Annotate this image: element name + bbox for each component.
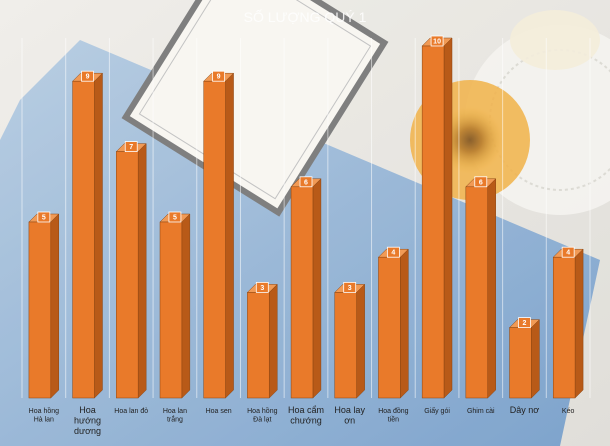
category-label: Dây nơ — [510, 405, 540, 415]
bar-side — [487, 178, 496, 399]
data-label: 7 — [129, 144, 133, 151]
bar-10 — [421, 37, 453, 399]
data-label: 3 — [348, 285, 352, 292]
bar-side — [50, 213, 60, 399]
bar-front — [72, 80, 95, 399]
bar-11 — [465, 178, 497, 399]
gridlines — [21, 38, 591, 398]
bar-side — [181, 213, 191, 399]
data-label-box — [299, 176, 313, 188]
bar-front — [116, 151, 139, 399]
bar-side — [356, 283, 365, 399]
data-label-box — [124, 141, 138, 153]
data-label: 9 — [86, 74, 90, 81]
category-label: Kéo — [562, 408, 575, 415]
bar-front — [247, 292, 270, 399]
bar-4 — [159, 213, 191, 399]
data-label: 3 — [260, 285, 264, 292]
bar-side — [94, 72, 103, 399]
data-label: 4 — [391, 250, 395, 257]
category-label: Hoa cẩm chướng — [288, 405, 324, 426]
bar-side — [268, 283, 278, 399]
category-label: Giấy gói — [424, 406, 450, 415]
bar-front — [203, 80, 226, 399]
data-label: 6 — [479, 179, 483, 186]
category-label: Hoa đồng tiền — [378, 406, 408, 424]
data-label-box — [386, 246, 400, 258]
data-label-box — [255, 281, 269, 293]
category-label: Hoa hướng dương — [74, 405, 101, 436]
bar-front — [509, 327, 532, 399]
bar-front — [334, 292, 357, 399]
data-label: 4 — [566, 250, 570, 257]
bar-2 — [72, 72, 104, 399]
category-label: Hoa lan đỏ — [114, 407, 148, 415]
data-label: 9 — [217, 74, 221, 81]
bars-group: 5 9 7 5 9 3 6 3 4 10 6 2 4 — [28, 35, 584, 399]
bar-front — [421, 45, 445, 399]
bar-side — [443, 37, 453, 399]
bar-front — [290, 186, 314, 399]
data-label-box — [430, 35, 444, 47]
data-label-box — [474, 176, 488, 188]
category-label: Hoa sen — [206, 408, 232, 415]
bar-side — [312, 178, 322, 399]
category-label: Hoa lay ơn — [334, 405, 365, 426]
data-label: 10 — [433, 39, 441, 46]
bar-side — [531, 318, 540, 399]
bar-front — [28, 221, 52, 399]
category-label: Hoa hồng Hà lan — [29, 406, 59, 424]
bar-side — [400, 248, 409, 399]
bar-side — [225, 72, 234, 399]
bar-side — [137, 142, 147, 399]
data-label: 2 — [523, 320, 527, 327]
category-labels: Hoa hồng Hà lan Hoa hướng dương Hoa lan đỏ Hoa… — [29, 405, 575, 436]
data-label-box — [561, 246, 575, 258]
bar-1 — [28, 213, 60, 399]
data-label-box — [518, 317, 531, 329]
data-label-box — [37, 211, 51, 223]
bar-13 — [552, 248, 584, 399]
bar-9 — [377, 248, 409, 399]
category-label: Hoa lan trắng — [163, 408, 187, 424]
data-label: 6 — [304, 179, 308, 186]
bar-front — [378, 256, 401, 399]
data-label-box — [81, 70, 94, 82]
data-label-box — [168, 211, 182, 223]
data-label: 5 — [173, 215, 177, 222]
bar-7 — [290, 178, 322, 399]
bar-front — [159, 221, 183, 399]
bar-5 — [203, 72, 235, 399]
bar-front — [552, 256, 576, 399]
data-label-box — [343, 281, 357, 293]
bar-6 — [246, 283, 278, 399]
bar-front — [465, 186, 488, 399]
chart-title: SỐ LƯỢNG QUÝ 1 — [244, 8, 367, 25]
category-label: Ghim cài — [467, 408, 495, 415]
bar-8 — [334, 283, 366, 399]
category-label: Hoa hồng Đà lạt — [247, 406, 277, 424]
bar-side — [574, 248, 584, 399]
bar-12 — [508, 318, 540, 399]
paper-card-shape — [121, 0, 389, 217]
data-label: 5 — [42, 215, 46, 222]
data-label-box — [212, 70, 226, 82]
bar-3 — [115, 142, 147, 399]
cream-flower-shape — [510, 10, 600, 70]
